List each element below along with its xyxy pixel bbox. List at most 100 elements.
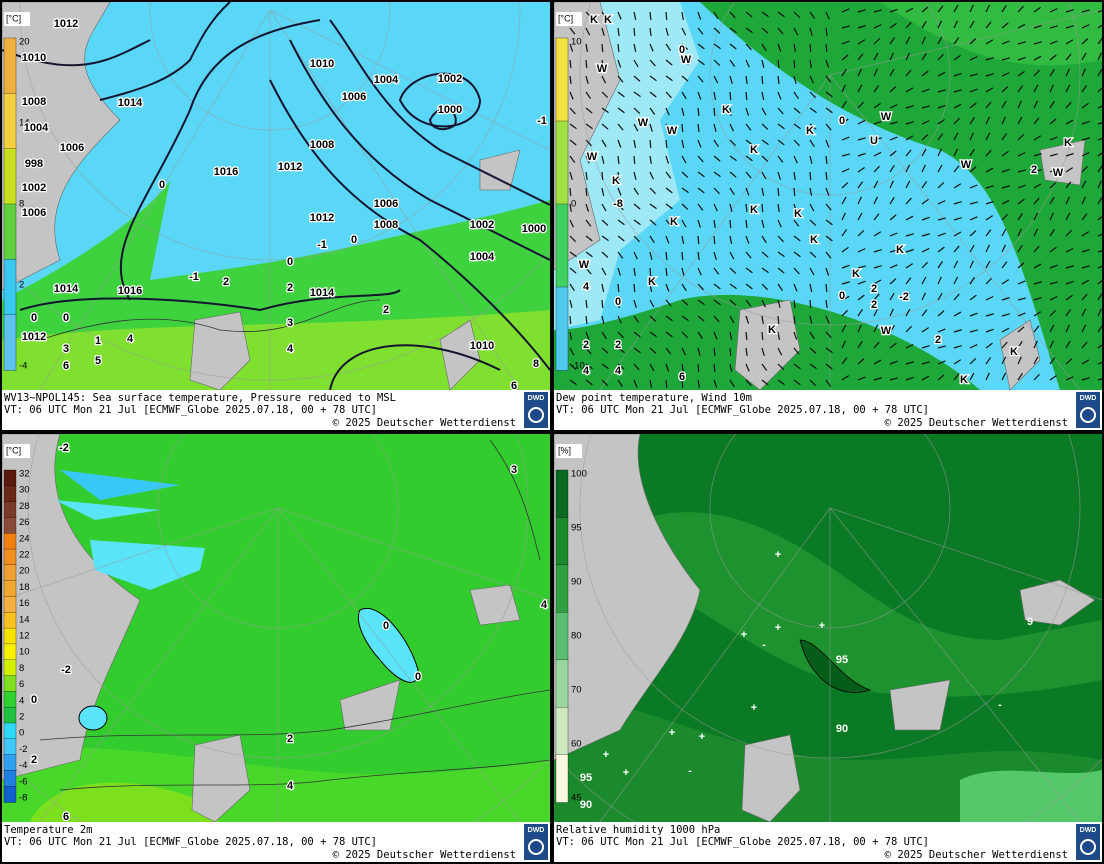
- scale-label: -8: [19, 793, 27, 804]
- map-label: W: [579, 259, 590, 271]
- scale-label: 14: [19, 614, 30, 625]
- map-label: 1004: [470, 251, 495, 263]
- scale-swatch: [555, 517, 569, 566]
- scale-swatch: [555, 469, 569, 519]
- valid-time: VT: 06 UTC Mon 21 Jul [ECMWF_Globe 2025.…: [4, 836, 377, 848]
- map-label: K: [604, 14, 612, 26]
- map-label: K: [896, 244, 904, 256]
- map-label: -2: [61, 664, 71, 676]
- scale-label: 8: [19, 663, 24, 674]
- map-label: K: [722, 104, 730, 116]
- caption-bg: [2, 390, 550, 430]
- map-label: 8: [533, 358, 539, 370]
- scale-swatch: [3, 722, 17, 740]
- map-label: 90: [836, 723, 848, 735]
- scale-label: 10: [571, 37, 582, 48]
- scale-swatch: [3, 501, 17, 519]
- map-label: -: [688, 765, 692, 777]
- map-label: 0: [31, 312, 37, 324]
- map-label: K: [794, 208, 802, 220]
- map-panel: [2, 2, 550, 390]
- scale-label: -4: [19, 361, 27, 372]
- scale-swatch: [555, 754, 569, 803]
- scale-swatch: [3, 754, 17, 772]
- scale-unit: [%]: [558, 445, 571, 455]
- copyright: © 2025 Deutscher Wetterdienst: [333, 849, 516, 861]
- map-label: W: [587, 151, 598, 163]
- panel-title: Dew point temperature, Wind 10m: [556, 392, 752, 404]
- panel-overlay: WV13~NPOL145: Sea surface temperature, P…: [2, 12, 550, 430]
- map-label: 998: [25, 158, 43, 170]
- map-label: U: [870, 135, 878, 147]
- map-label: 0: [679, 44, 685, 56]
- map-label: 2: [583, 339, 589, 351]
- scale-unit: [°C]: [558, 13, 573, 23]
- panel-title: WV13~NPOL145: Sea surface temperature, P…: [4, 392, 396, 404]
- map-label: -1: [537, 115, 547, 127]
- logo: DWD: [1080, 827, 1097, 834]
- map-label: 1014: [310, 287, 335, 299]
- scale-swatch: [3, 596, 17, 613]
- map-label: 1016: [118, 285, 142, 297]
- map-label: 0: [839, 290, 845, 302]
- map-label: 1008: [374, 219, 398, 231]
- map-label: K: [806, 125, 814, 137]
- map-label: 1: [95, 335, 101, 347]
- map-label: +: [775, 622, 781, 634]
- scale-swatch: [3, 203, 17, 260]
- map-panel: [554, 2, 1102, 390]
- map-label: W: [881, 111, 892, 123]
- logo: DWD: [1080, 395, 1097, 402]
- valid-time: VT: 06 UTC Mon 21 Jul [ECMWF_Globe 2025.…: [556, 404, 929, 416]
- map-label: -: [998, 699, 1002, 711]
- scale-label: -10: [571, 361, 585, 372]
- scale-label: 18: [19, 582, 30, 593]
- map-label: 2: [935, 334, 941, 346]
- map-label: 1006: [342, 91, 366, 103]
- map-label: K: [670, 216, 678, 228]
- scale-label: 12: [19, 631, 30, 642]
- map-label: -2: [59, 442, 69, 454]
- copyright: © 2025 Deutscher Wetterdienst: [885, 417, 1068, 429]
- scale-unit: [°C]: [6, 13, 21, 23]
- scale-swatch: [3, 37, 17, 94]
- map-label: 0: [63, 312, 69, 324]
- map-label: -2: [899, 291, 909, 303]
- map-label: 1008: [310, 139, 334, 151]
- scale-label: 95: [571, 523, 582, 534]
- scale-label: 26: [19, 517, 30, 528]
- scale-label: -4: [19, 760, 27, 771]
- logo: DWD: [528, 395, 545, 402]
- scale-label: -2: [19, 744, 27, 755]
- scale-swatch: [3, 691, 17, 708]
- scale-label: 0: [19, 728, 24, 739]
- map-label: 1014: [118, 97, 143, 109]
- map-label: 4: [287, 343, 294, 355]
- map-label: K: [590, 14, 598, 26]
- map-label: -1: [189, 271, 199, 283]
- scale-label: -6: [19, 776, 27, 787]
- scale-swatch: [3, 706, 17, 724]
- map-label: 1014: [54, 283, 79, 295]
- scale-label: 14: [19, 118, 30, 129]
- map-label: 0: [159, 179, 165, 191]
- map-label: 1006: [374, 198, 398, 210]
- map-label: 1006: [60, 142, 84, 154]
- map-label: 4: [127, 333, 134, 345]
- scale-swatch: [3, 643, 17, 661]
- scale-swatch: [555, 286, 569, 371]
- scale-label: 20: [19, 37, 30, 48]
- logo-swirl: [528, 839, 544, 855]
- scale-unit: [°C]: [6, 445, 21, 455]
- map-label: 1012: [54, 18, 78, 30]
- caption-bg: [554, 390, 1102, 430]
- map-label: 0: [839, 115, 845, 127]
- map-label: 1002: [470, 219, 494, 231]
- scale-swatch: [3, 517, 17, 534]
- map-label: 0: [351, 234, 357, 246]
- scale-label: 80: [571, 631, 582, 642]
- map-label: 0: [31, 694, 37, 706]
